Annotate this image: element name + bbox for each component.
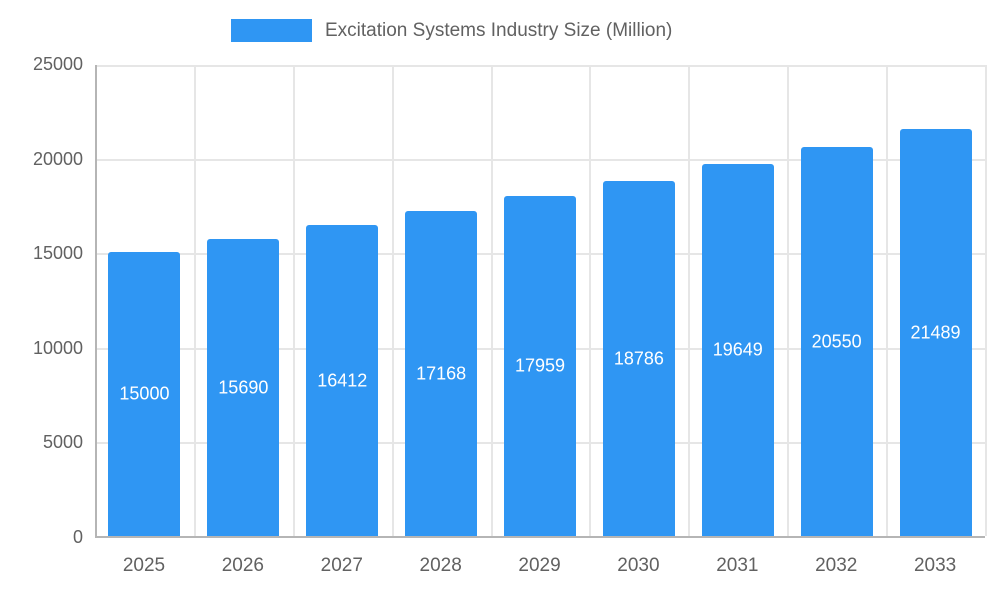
bar-value-label-2030: 18786 bbox=[613, 348, 664, 368]
gridline-x-1 bbox=[193, 65, 196, 536]
gridline-x-4 bbox=[490, 65, 493, 536]
bar-value-label-2028: 17168 bbox=[416, 363, 467, 383]
bar-2025[interactable]: 15000 bbox=[108, 252, 181, 536]
gridline-x-8 bbox=[886, 65, 889, 536]
bar-value-label-2029: 17959 bbox=[514, 355, 566, 376]
x-tick-label-2032: 2032 bbox=[815, 555, 858, 576]
x-tick-label-2029: 2029 bbox=[518, 555, 561, 576]
y-tick-label-10000: 10000 bbox=[32, 337, 83, 358]
x-tick-label-2031: 2031 bbox=[716, 555, 759, 576]
x-tick-label-2025: 2025 bbox=[122, 555, 166, 576]
bar-2029[interactable]: 17959 bbox=[504, 196, 576, 536]
bar-2028[interactable]: 17168 bbox=[405, 211, 478, 536]
bar-value-label-2032: 20550 bbox=[811, 331, 862, 351]
x-tick-label-2027: 2027 bbox=[320, 555, 363, 576]
y-tick-label-0: 0 bbox=[72, 527, 83, 547]
plot-area: 15000 15690 16412 17168 17959 18786 19649 20550… bbox=[95, 65, 987, 538]
gridline-y-20000 bbox=[97, 158, 985, 161]
gridline-x-2 bbox=[292, 65, 295, 536]
x-tick-label-2026: 2026 bbox=[221, 555, 265, 576]
bar-2026[interactable]: 15690 bbox=[207, 239, 280, 536]
y-tick-label-20000: 20000 bbox=[32, 148, 83, 169]
bar-value-label-2026: 15690 bbox=[218, 377, 269, 397]
chart-legend[interactable]: Excitation Systems Industry Size (Millio… bbox=[231, 19, 672, 42]
gridline-x-5 bbox=[589, 65, 592, 536]
gridline-x-3 bbox=[391, 65, 394, 536]
y-tick-label-5000: 5000 bbox=[42, 432, 83, 453]
bar-value-label-2031: 19649 bbox=[712, 339, 763, 360]
gridline-x-9 bbox=[985, 65, 987, 536]
bar-value-label-2033: 21489 bbox=[910, 322, 961, 342]
legend-swatch-icon bbox=[231, 19, 312, 42]
bar-2027[interactable]: 16412 bbox=[306, 225, 379, 536]
x-tick-label-2028: 2028 bbox=[419, 555, 462, 576]
gridline-x-6 bbox=[688, 65, 691, 536]
bar-value-label-2027: 16412 bbox=[317, 370, 368, 390]
x-tick-label-2033: 2033 bbox=[913, 555, 957, 576]
gridline-x-7 bbox=[787, 65, 790, 536]
gridline-y-25000 bbox=[97, 65, 985, 67]
y-tick-label-15000: 15000 bbox=[32, 243, 83, 264]
bar-2031[interactable]: 19649 bbox=[701, 164, 774, 536]
bar-2033[interactable]: 21489 bbox=[899, 129, 972, 536]
bar-value-label-2025: 15000 bbox=[119, 383, 170, 404]
bar-2030[interactable]: 18786 bbox=[602, 181, 675, 536]
x-tick-label-2030: 2030 bbox=[617, 555, 660, 576]
y-tick-label-25000: 25000 bbox=[32, 54, 83, 74]
legend-label: Excitation Systems Industry Size (Millio… bbox=[325, 19, 673, 41]
bar-2032[interactable]: 20550 bbox=[800, 147, 873, 536]
